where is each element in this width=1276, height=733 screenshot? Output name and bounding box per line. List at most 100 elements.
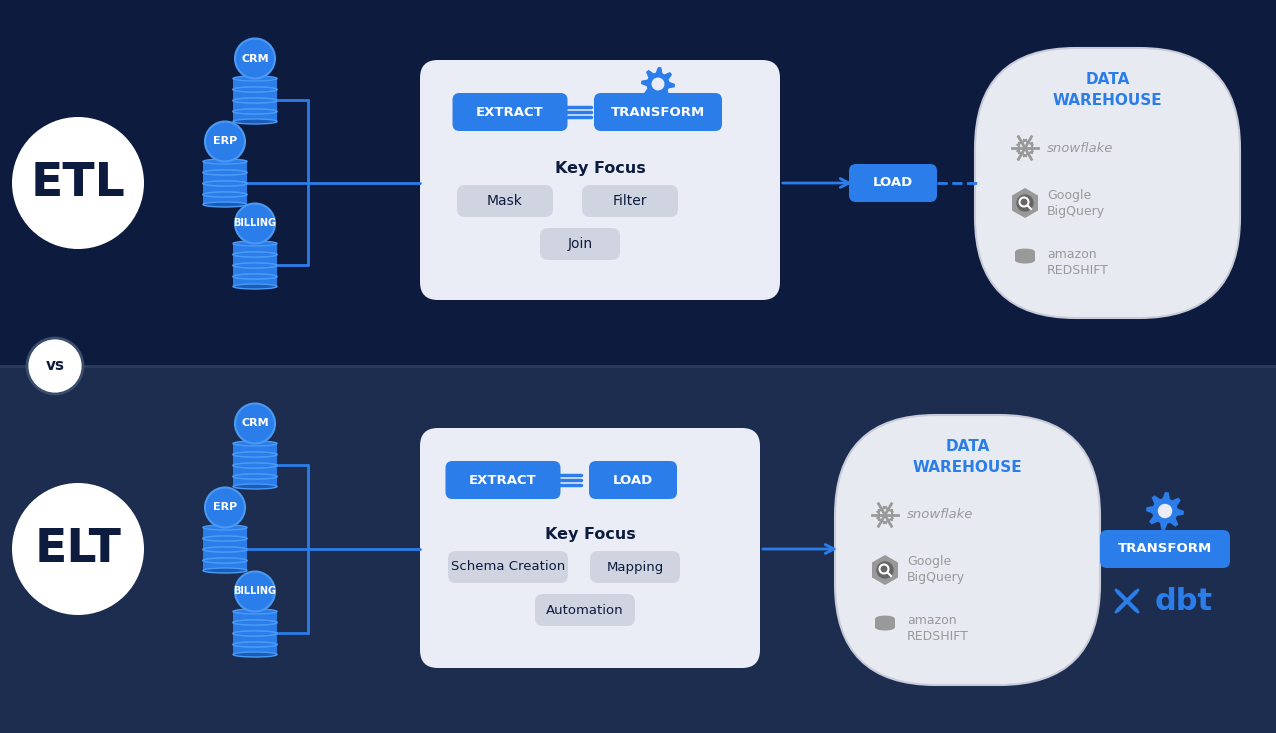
FancyBboxPatch shape	[849, 164, 937, 202]
Bar	[1016, 256, 1035, 261]
Circle shape	[205, 487, 245, 528]
FancyBboxPatch shape	[590, 551, 680, 583]
Text: ERP: ERP	[213, 136, 237, 147]
Bar	[234, 111, 277, 122]
Ellipse shape	[234, 609, 277, 614]
Ellipse shape	[203, 170, 248, 175]
Ellipse shape	[234, 119, 277, 124]
FancyBboxPatch shape	[457, 185, 553, 217]
Bar	[875, 619, 894, 623]
Text: CRM: CRM	[241, 419, 269, 429]
Text: snowflake: snowflake	[907, 509, 974, 521]
Bar	[234, 622, 277, 633]
Ellipse shape	[203, 536, 248, 541]
Text: Google
BigQuery: Google BigQuery	[907, 556, 965, 584]
Circle shape	[652, 78, 665, 90]
Ellipse shape	[234, 474, 277, 479]
Text: TRANSFORM: TRANSFORM	[611, 106, 706, 119]
Text: Key Focus: Key Focus	[555, 161, 646, 175]
Circle shape	[877, 561, 893, 578]
Ellipse shape	[203, 525, 248, 530]
Bar	[203, 561, 248, 570]
Ellipse shape	[234, 474, 277, 479]
Bar	[203, 183, 248, 194]
Ellipse shape	[234, 109, 277, 114]
Text: CRM: CRM	[241, 54, 269, 64]
Text: Join: Join	[568, 237, 592, 251]
Bar	[234, 465, 277, 476]
Ellipse shape	[203, 536, 248, 541]
FancyBboxPatch shape	[582, 185, 678, 217]
FancyBboxPatch shape	[420, 428, 760, 668]
Ellipse shape	[203, 192, 248, 197]
Text: amazon
REDSHIFT: amazon REDSHIFT	[907, 614, 968, 644]
Polygon shape	[872, 555, 898, 585]
FancyBboxPatch shape	[420, 60, 780, 300]
Ellipse shape	[234, 484, 277, 489]
Bar	[203, 194, 248, 205]
Bar	[875, 623, 894, 627]
Ellipse shape	[875, 625, 894, 630]
Ellipse shape	[203, 558, 248, 563]
Ellipse shape	[234, 631, 277, 636]
Text: LOAD: LOAD	[873, 177, 914, 190]
Bar	[234, 78, 277, 89]
Ellipse shape	[234, 452, 277, 457]
Ellipse shape	[234, 620, 277, 625]
Text: amazon
REDSHIFT: amazon REDSHIFT	[1048, 248, 1109, 276]
Bar	[234, 454, 277, 465]
Ellipse shape	[203, 192, 248, 197]
Text: Schema Creation: Schema Creation	[450, 561, 565, 573]
Circle shape	[11, 483, 144, 615]
Bar	[203, 550, 248, 561]
Ellipse shape	[234, 109, 277, 114]
Text: Filter: Filter	[612, 194, 647, 208]
Ellipse shape	[203, 558, 248, 563]
Circle shape	[205, 122, 245, 161]
Ellipse shape	[203, 202, 248, 207]
FancyBboxPatch shape	[0, 0, 1276, 366]
Ellipse shape	[234, 463, 277, 468]
Bar	[203, 172, 248, 183]
Text: ELT: ELT	[34, 526, 121, 572]
FancyBboxPatch shape	[535, 594, 635, 626]
FancyBboxPatch shape	[1100, 530, 1230, 568]
Ellipse shape	[1016, 258, 1035, 264]
Bar	[234, 644, 277, 655]
Text: snowflake: snowflake	[1048, 141, 1114, 155]
Circle shape	[1016, 194, 1034, 212]
Bar	[234, 243, 277, 254]
Text: ETL: ETL	[31, 161, 125, 205]
Ellipse shape	[234, 98, 277, 103]
Ellipse shape	[234, 87, 277, 92]
FancyBboxPatch shape	[445, 461, 560, 499]
Text: EXTRACT: EXTRACT	[476, 106, 544, 119]
Text: EXTRACT: EXTRACT	[470, 474, 537, 487]
Ellipse shape	[203, 159, 248, 164]
Ellipse shape	[234, 98, 277, 103]
Text: BILLING: BILLING	[234, 586, 277, 597]
Bar	[234, 89, 277, 100]
Ellipse shape	[1016, 253, 1035, 259]
Text: TRANSFORM: TRANSFORM	[1118, 542, 1212, 556]
Text: dbt: dbt	[1155, 586, 1213, 616]
Ellipse shape	[1016, 248, 1035, 254]
Ellipse shape	[203, 547, 248, 552]
Ellipse shape	[234, 76, 277, 81]
FancyBboxPatch shape	[540, 228, 620, 260]
Ellipse shape	[234, 274, 277, 279]
Text: Key Focus: Key Focus	[545, 526, 635, 542]
Ellipse shape	[234, 642, 277, 647]
Text: Google
BigQuery: Google BigQuery	[1048, 188, 1105, 218]
Ellipse shape	[234, 631, 277, 636]
Bar	[234, 476, 277, 487]
Bar	[234, 443, 277, 454]
FancyBboxPatch shape	[0, 366, 1276, 733]
Text: Mapping: Mapping	[606, 561, 664, 573]
Polygon shape	[1146, 492, 1184, 530]
Text: Mask: Mask	[487, 194, 523, 208]
Bar	[203, 539, 248, 550]
Bar	[203, 528, 248, 539]
Ellipse shape	[234, 463, 277, 468]
Circle shape	[235, 572, 276, 611]
